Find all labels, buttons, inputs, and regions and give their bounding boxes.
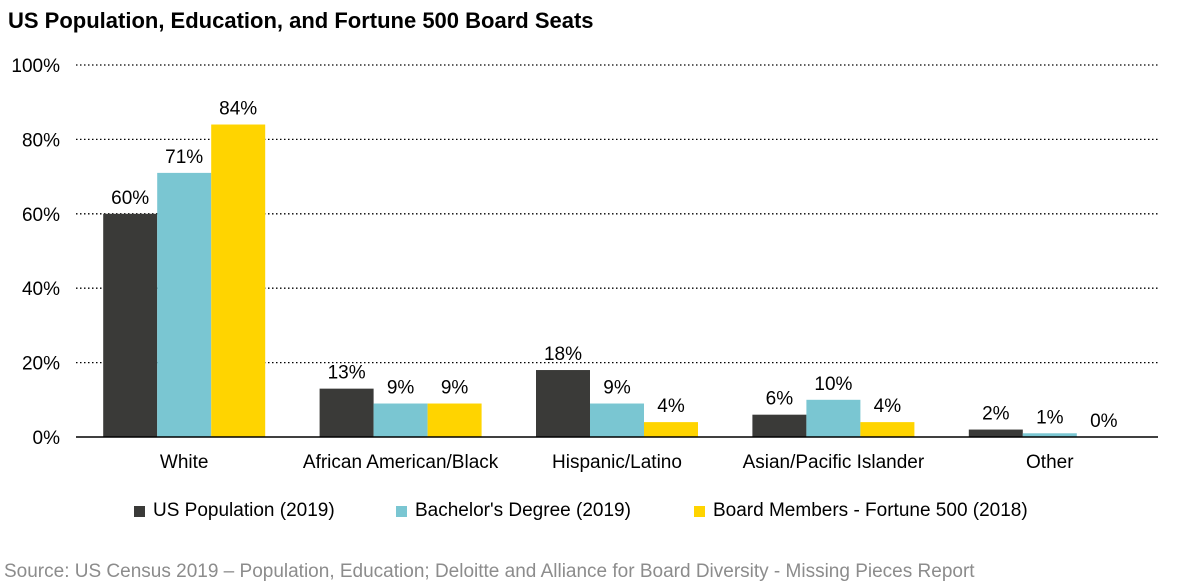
data-label: 0% xyxy=(1090,411,1118,432)
bar xyxy=(157,172,212,437)
y-tick-label: 40% xyxy=(22,279,60,300)
bar xyxy=(319,388,374,437)
data-label: 1% xyxy=(1036,407,1064,428)
y-tick-label: 20% xyxy=(22,354,60,375)
data-label: 18% xyxy=(544,344,582,365)
data-label: 9% xyxy=(441,378,469,399)
bar xyxy=(644,422,698,437)
data-label: 9% xyxy=(603,378,631,399)
legend-item-bachelors-degree: Bachelor's Degree (2019) xyxy=(396,500,631,522)
bar-chart: 0% 20% 40% 60% 80% 100% 60% 71% 84% White 13% 9% 9% A… xyxy=(11,56,1158,473)
data-label: 6% xyxy=(766,389,794,410)
x-tick-label: Other xyxy=(1026,452,1074,473)
bar xyxy=(590,403,644,437)
bar xyxy=(211,124,266,438)
data-label: 4% xyxy=(874,396,902,417)
legend-swatch-bachelors-degree xyxy=(396,505,407,517)
data-label: 2% xyxy=(982,404,1010,425)
legend-label-us-population: US Population (2019) xyxy=(153,500,335,521)
bar xyxy=(103,213,158,437)
chart-title: US Population, Education, and Fortune 50… xyxy=(8,8,594,33)
x-tick-label: African American/Black xyxy=(303,452,499,473)
x-tick-label: Hispanic/Latino xyxy=(552,452,682,473)
legend-item-board-members: Board Members - Fortune 500 (2018) xyxy=(694,500,1028,522)
bar xyxy=(968,429,1023,437)
source-note: Source: US Census 2019 – Population, Edu… xyxy=(4,561,975,582)
data-label: 13% xyxy=(328,363,366,384)
x-tick-label: Asian/Pacific Islander xyxy=(743,452,925,473)
y-tick-label: 100% xyxy=(11,56,60,77)
legend-swatch-board-members xyxy=(694,505,705,517)
data-label: 60% xyxy=(111,188,149,209)
bar xyxy=(536,370,590,437)
data-label: 10% xyxy=(814,374,852,395)
data-label: 71% xyxy=(165,147,203,168)
bar xyxy=(860,422,915,437)
chart-legend: US Population (2019) Bachelor's Degree (… xyxy=(0,500,1181,528)
bar xyxy=(752,414,807,437)
bar xyxy=(806,399,861,437)
y-tick-label: 60% xyxy=(22,205,60,226)
bar xyxy=(427,403,482,437)
legend-label-board-members: Board Members - Fortune 500 (2018) xyxy=(713,500,1028,521)
x-tick-label: White xyxy=(160,452,209,473)
data-label: 9% xyxy=(387,378,415,399)
legend-swatch-us-population xyxy=(134,505,145,517)
data-label: 84% xyxy=(219,99,257,120)
bar xyxy=(1022,433,1077,437)
legend-label-bachelors-degree: Bachelor's Degree (2019) xyxy=(415,500,631,521)
y-tick-label: 80% xyxy=(22,130,60,151)
data-label: 4% xyxy=(657,396,685,417)
y-tick-label: 0% xyxy=(33,428,61,449)
bar xyxy=(373,403,428,437)
legend-item-us-population: US Population (2019) xyxy=(134,500,335,522)
